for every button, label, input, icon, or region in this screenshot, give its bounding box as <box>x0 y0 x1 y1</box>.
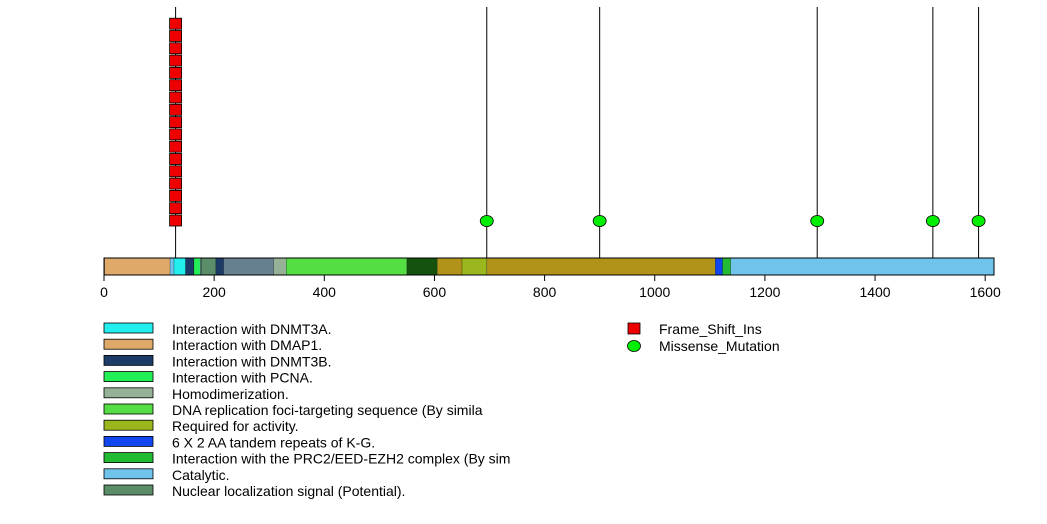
protein-outline <box>103 257 995 276</box>
frame-shift-ins-marker <box>169 128 182 141</box>
missense-mutation-marker <box>810 215 825 227</box>
domain-region <box>215 258 224 275</box>
frame-shift-ins-marker <box>169 116 182 128</box>
domain-region <box>461 258 487 275</box>
frame-shift-ins-marker <box>169 140 182 153</box>
x-tick-label: 1000 <box>639 284 670 300</box>
legend-label: Interaction with DNMT3B. <box>172 353 332 369</box>
domain-region <box>730 258 994 275</box>
x-tick-label: 600 <box>423 284 447 300</box>
domain-region <box>286 258 407 275</box>
frame-shift-ins-marker <box>169 189 182 202</box>
legend-label: Required for activity. <box>172 418 299 434</box>
domain-region <box>104 258 171 275</box>
frame-shift-ins-marker <box>169 177 182 190</box>
x-tick-label: 1200 <box>749 284 780 300</box>
domain-region <box>173 258 186 275</box>
domain-region <box>406 258 438 275</box>
frame-shift-ins-marker <box>169 91 182 104</box>
legend-swatch <box>103 435 154 447</box>
legend-label: Frame_Shift_Ins <box>659 321 762 337</box>
legend-swatch <box>103 322 154 334</box>
frame-shift-ins-marker <box>169 153 182 165</box>
domain-region <box>201 258 216 275</box>
legend-swatch <box>103 452 154 464</box>
legend-label: Catalytic. <box>172 467 230 483</box>
legend-swatch <box>103 419 154 431</box>
frame-shift-ins-marker <box>169 165 182 178</box>
legend-label: 6 X 2 AA tandem repeats of K-G. <box>172 434 375 450</box>
legend-label: Interaction with the PRC2/EED-EZH2 compl… <box>172 451 510 467</box>
legend-marker-circle <box>627 340 641 352</box>
x-axis: 0 200 400 600 800 1000 1200 1400 1600 <box>100 275 1001 300</box>
frame-shift-ins-marker <box>169 30 182 42</box>
domain-region <box>273 258 287 275</box>
legend-swatch <box>103 371 154 383</box>
legend-label: Nuclear localization signal (Potential). <box>172 483 405 499</box>
legend-swatch <box>103 387 154 399</box>
x-tick-label: 0 <box>100 284 108 300</box>
x-tick-label: 200 <box>202 284 226 300</box>
frame-shift-ins-marker <box>169 67 182 79</box>
frame-shift-ins-marker <box>169 214 182 227</box>
legend-swatch <box>103 468 154 480</box>
x-tick-label: 800 <box>533 284 557 300</box>
frame-shift-ins-marker <box>169 79 182 92</box>
legend-swatch <box>103 484 154 496</box>
frame-shift-ins-marker <box>169 103 182 116</box>
legend-label: Homodimerization. <box>172 386 289 402</box>
domain-region <box>223 258 274 275</box>
legend-swatch <box>103 354 154 366</box>
legend-label: Interaction with DMAP1. <box>172 337 322 353</box>
domain-region <box>193 258 200 275</box>
legend-label: Interaction with PCNA. <box>172 370 313 386</box>
domain-region <box>722 258 731 275</box>
frame-shift-ins-marker <box>169 17 182 30</box>
domain-region <box>715 258 723 275</box>
domain-region <box>437 258 462 275</box>
frame-shift-ins-marker <box>169 42 182 55</box>
missense-mutation-marker <box>925 215 940 227</box>
missense-mutation-marker <box>592 215 607 227</box>
x-tick-label: 1400 <box>859 284 890 300</box>
legend-swatch <box>103 338 154 350</box>
missense-mutation-marker <box>971 215 986 227</box>
frame-shift-ins-marker <box>169 54 182 67</box>
legend-marker-square <box>627 322 641 335</box>
domain-legend: Interaction with DNMT3A.Interaction with… <box>103 321 510 499</box>
domain-region <box>200 258 202 275</box>
x-tick-label: 400 <box>313 284 337 300</box>
mutation-lollipops <box>169 7 986 258</box>
domain-region <box>486 258 716 275</box>
protein-track <box>103 257 995 276</box>
legend-label: DNA replication foci-targeting sequence … <box>172 402 483 418</box>
legend-label: Interaction with DNMT3A. <box>172 321 332 337</box>
frame-shift-ins-marker <box>169 202 182 215</box>
domain-region <box>185 258 194 275</box>
legend-label: Missense_Mutation <box>659 338 780 354</box>
domain-region <box>170 258 174 275</box>
x-tick-label: 1600 <box>970 284 1001 300</box>
legend-swatch <box>103 403 154 415</box>
missense-mutation-marker <box>479 215 494 227</box>
